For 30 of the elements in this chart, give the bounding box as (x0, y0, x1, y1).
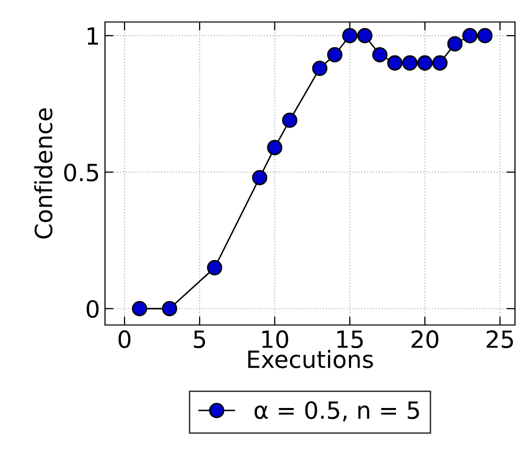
point (132, 300, 148, 316)
point (327, 47, 342, 62)
point (267, 140, 282, 156)
point (432, 55, 448, 71)
x-tick-label: 5 (194, 330, 206, 348)
point (312, 60, 328, 76)
point (372, 47, 388, 62)
y-tick-label: 1 (88, 27, 98, 45)
point (206, 260, 222, 276)
point (252, 170, 268, 186)
point (282, 112, 298, 128)
x-tick-label: 20 (412, 330, 438, 348)
point (387, 55, 402, 71)
point (402, 55, 418, 71)
y-tick-label: 0 (86, 300, 99, 318)
point (342, 28, 358, 44)
x-tick-label: 15 (337, 330, 363, 348)
x-tick-label: 0 (118, 330, 130, 348)
y-tick-label: 0.5 (64, 164, 98, 182)
point (162, 300, 178, 316)
point (477, 28, 493, 44)
point (357, 28, 372, 44)
x-tick-label: 10 (262, 330, 288, 348)
x-axis-title: Executions (248, 350, 373, 368)
point (447, 36, 463, 52)
point (462, 28, 478, 44)
legend-label: α = 0.5, n = 5 (254, 401, 419, 422)
point (417, 55, 433, 71)
y-axis-title: Confidence (34, 108, 52, 239)
x-tick-label: 25 (486, 330, 513, 348)
